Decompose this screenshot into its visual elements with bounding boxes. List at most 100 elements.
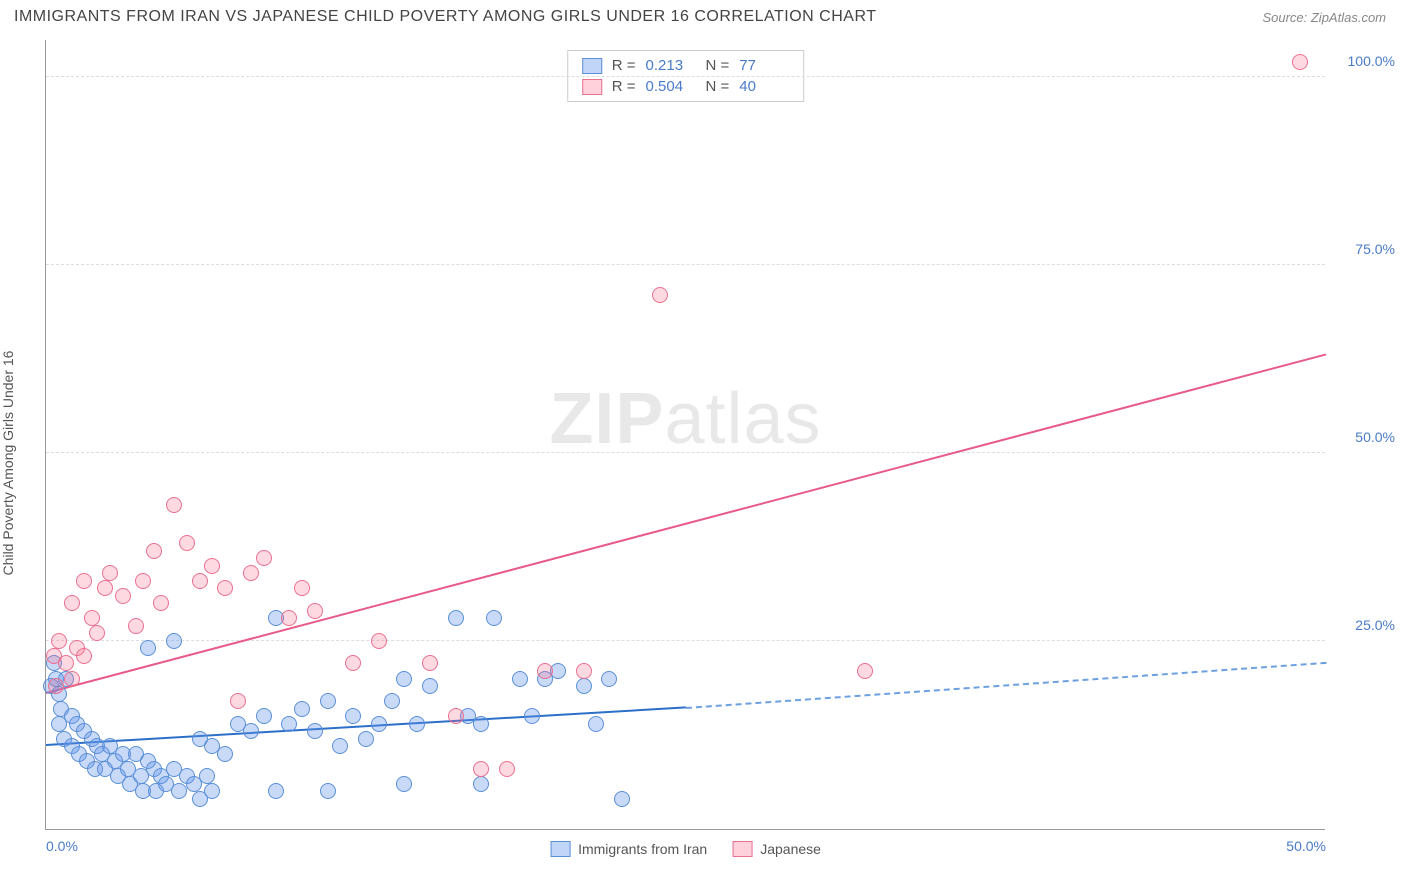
gridline — [46, 76, 1325, 77]
data-point-pink — [307, 603, 323, 619]
data-point-blue — [409, 716, 425, 732]
legend-label: Japanese — [760, 841, 821, 857]
source-label: Source: ZipAtlas.com — [1262, 10, 1386, 25]
legend-swatch — [582, 58, 602, 74]
data-point-blue — [371, 716, 387, 732]
x-tick-label: 50.0% — [1286, 838, 1326, 854]
n-value: 40 — [739, 78, 789, 95]
watermark-light: atlas — [664, 379, 821, 459]
data-point-pink — [179, 535, 195, 551]
legend-swatch — [550, 841, 570, 857]
r-label: R = — [612, 57, 636, 74]
data-point-pink — [135, 573, 151, 589]
data-point-blue — [140, 640, 156, 656]
data-point-blue — [281, 716, 297, 732]
data-point-blue — [358, 731, 374, 747]
data-point-pink — [64, 595, 80, 611]
legend-label: Immigrants from Iran — [578, 841, 707, 857]
chart-container: Child Poverty Among Girls Under 16 ZIPat… — [0, 30, 1406, 880]
data-point-blue — [396, 671, 412, 687]
x-tick-label: 0.0% — [46, 838, 78, 854]
watermark-bold: ZIP — [549, 379, 664, 459]
data-point-pink — [97, 580, 113, 596]
data-point-pink — [1292, 54, 1308, 70]
n-label: N = — [706, 78, 730, 95]
data-point-blue — [217, 746, 233, 762]
r-label: R = — [612, 78, 636, 95]
legend-row-pink: R = 0.504 N = 40 — [582, 76, 790, 97]
data-point-pink — [473, 761, 489, 777]
plot-area: ZIPatlas R =0.213N =77R =0.504N =40 Immi… — [45, 40, 1325, 830]
data-point-pink — [192, 573, 208, 589]
legend-swatch — [732, 841, 752, 857]
y-tick-label: 75.0% — [1335, 241, 1395, 257]
gridline — [46, 264, 1325, 265]
data-point-blue — [473, 776, 489, 792]
data-point-pink — [51, 633, 67, 649]
data-point-pink — [48, 678, 64, 694]
legend-item-blue: Immigrants from Iran — [550, 841, 707, 857]
data-point-blue — [512, 671, 528, 687]
data-point-blue — [422, 678, 438, 694]
data-point-pink — [102, 565, 118, 581]
data-point-pink — [217, 580, 233, 596]
r-value: 0.504 — [646, 78, 696, 95]
data-point-pink — [422, 655, 438, 671]
data-point-pink — [371, 633, 387, 649]
data-point-blue — [473, 716, 489, 732]
data-point-blue — [199, 768, 215, 784]
data-point-blue — [166, 633, 182, 649]
data-point-pink — [146, 543, 162, 559]
data-point-pink — [84, 610, 100, 626]
n-value: 77 — [739, 57, 789, 74]
data-point-pink — [537, 663, 553, 679]
gridline — [46, 452, 1325, 453]
data-point-blue — [268, 783, 284, 799]
data-point-pink — [204, 558, 220, 574]
data-point-blue — [332, 738, 348, 754]
data-point-blue — [345, 708, 361, 724]
chart-title: IMMIGRANTS FROM IRAN VS JAPANESE CHILD P… — [14, 8, 877, 26]
data-point-pink — [89, 625, 105, 641]
data-point-blue — [448, 610, 464, 626]
data-point-pink — [76, 573, 92, 589]
data-point-blue — [256, 708, 272, 724]
data-point-blue — [320, 693, 336, 709]
data-point-pink — [153, 595, 169, 611]
data-point-blue — [384, 693, 400, 709]
y-tick-label: 100.0% — [1335, 53, 1395, 69]
trend-line-pink — [46, 353, 1327, 694]
y-axis-label: Child Poverty Among Girls Under 16 — [0, 351, 16, 576]
legend-item-pink: Japanese — [732, 841, 821, 857]
data-point-pink — [448, 708, 464, 724]
data-point-pink — [345, 655, 361, 671]
y-tick-label: 25.0% — [1335, 617, 1395, 633]
data-point-pink — [58, 655, 74, 671]
data-point-pink — [230, 693, 246, 709]
data-point-pink — [294, 580, 310, 596]
data-point-pink — [115, 588, 131, 604]
y-tick-label: 50.0% — [1335, 429, 1395, 445]
data-point-pink — [256, 550, 272, 566]
watermark: ZIPatlas — [549, 378, 821, 460]
data-point-blue — [396, 776, 412, 792]
data-point-blue — [524, 708, 540, 724]
data-point-blue — [601, 671, 617, 687]
data-point-blue — [294, 701, 310, 717]
data-point-blue — [588, 716, 604, 732]
data-point-pink — [64, 671, 80, 687]
r-value: 0.213 — [646, 57, 696, 74]
data-point-blue — [243, 723, 259, 739]
legend-row-blue: R = 0.213 N = 77 — [582, 55, 790, 76]
data-point-blue — [320, 783, 336, 799]
data-point-pink — [243, 565, 259, 581]
data-point-blue — [576, 678, 592, 694]
data-point-pink — [576, 663, 592, 679]
data-point-blue — [204, 783, 220, 799]
data-point-pink — [128, 618, 144, 634]
data-point-pink — [281, 610, 297, 626]
data-point-pink — [652, 287, 668, 303]
data-point-pink — [166, 497, 182, 513]
data-point-blue — [307, 723, 323, 739]
n-label: N = — [706, 57, 730, 74]
